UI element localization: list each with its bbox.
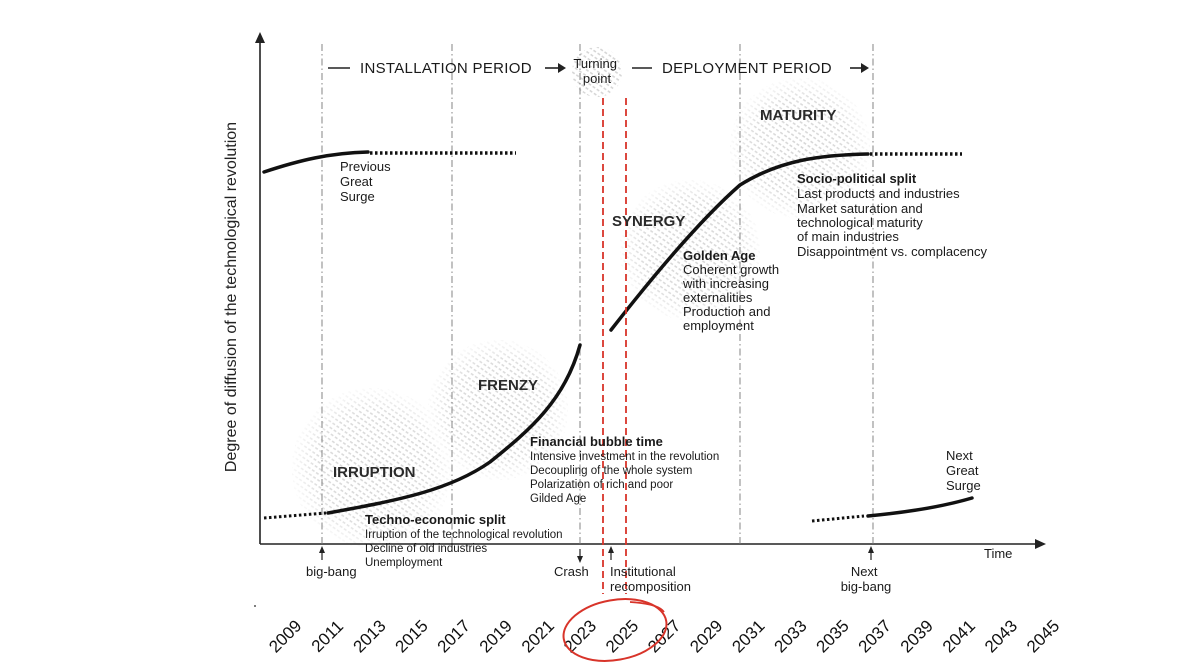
year-label: 2041 — [939, 616, 979, 656]
year-label: 2031 — [728, 616, 768, 656]
next-surge-curve — [866, 496, 974, 518]
irruption-dotted — [263, 511, 327, 520]
svg-text:Last products and industries: Last products and industries — [797, 186, 960, 201]
year-label: 2037 — [855, 616, 895, 656]
big-bang-label: big-bang — [306, 564, 357, 579]
irruption-label: IRRUPTION — [333, 464, 416, 481]
year-label: 2035 — [813, 616, 853, 656]
year-label: 2027 — [644, 616, 684, 656]
y-axis-arrow — [255, 32, 265, 43]
previous-surge-label: Previous Great Surge — [340, 159, 394, 204]
svg-text:Golden Age: Golden Age — [683, 248, 755, 263]
svg-text:Coherent growth: Coherent growth — [683, 262, 779, 277]
svg-text:Market saturation and: Market saturation and — [797, 201, 923, 216]
svg-text:technological maturity: technological maturity — [797, 215, 923, 230]
installation-period-label: INSTALLATION PERIOD — [360, 60, 532, 77]
svg-text:Techno-economic split: Techno-economic split — [365, 512, 506, 527]
svg-text:Gilded Age: Gilded Age — [530, 493, 586, 505]
deployment-period-label: DEPLOYMENT PERIOD — [662, 60, 832, 77]
year-label: 2045 — [1023, 616, 1063, 656]
year-label: 2043 — [981, 616, 1021, 656]
maturity-label: MATURITY — [760, 107, 836, 124]
financial-bubble-block: Financial bubble time Intensive investme… — [530, 434, 719, 505]
axes — [259, 38, 1040, 545]
highlight-circle — [562, 598, 668, 662]
year-label: 2011 — [308, 617, 347, 656]
svg-text:Unemployment: Unemployment — [365, 557, 443, 569]
stray-dot — [254, 605, 256, 607]
socio-political-split-block: Socio-political split Last products and … — [797, 171, 988, 259]
next-surge-label: Next Great Surge — [946, 448, 982, 493]
year-label: 2033 — [770, 616, 810, 656]
svg-text:externalities: externalities — [683, 290, 753, 305]
svg-text:Disappointment vs. complacency: Disappointment vs. complacency — [797, 244, 988, 259]
techno-economic-split-block: Techno-economic split Irruption of the t… — [365, 512, 563, 569]
previous-surge-curve — [262, 150, 370, 174]
svg-text:Production and: Production and — [683, 304, 770, 319]
year-axis-labels: 2009 2011 2013 2015 2017 2019 2021 2023 2025 2027… — [265, 616, 1063, 656]
highlight-lines — [602, 98, 627, 594]
year-label: 2013 — [349, 616, 389, 656]
institutional-recomposition-label: Institutional recomposition — [610, 564, 691, 594]
svg-text:of main industries: of main industries — [797, 229, 899, 244]
crash-label: Crash — [554, 564, 589, 579]
year-label: 2019 — [476, 616, 516, 656]
year-label: 2025 — [602, 616, 642, 656]
next-surge-dotted — [811, 514, 865, 523]
golden-age-block: Golden Age Coherent growth with increasi… — [682, 248, 779, 333]
y-axis-label: Degree of diffusion of the technological… — [223, 122, 240, 472]
timeline-markers: big-bang Crash Institutional recompositi… — [306, 546, 891, 594]
x-axis-label: Time — [984, 546, 1012, 561]
frenzy-label: FRENZY — [478, 377, 538, 394]
year-label: 2015 — [392, 616, 432, 656]
year-label: 2039 — [897, 616, 937, 656]
svg-text:with increasing: with increasing — [682, 276, 769, 291]
year-label: 2021 — [518, 616, 558, 656]
year-label: 2029 — [686, 616, 726, 656]
next-big-bang-label: Next big-bang — [841, 564, 892, 594]
x-axis-arrow — [1035, 539, 1046, 549]
year-label: 2017 — [434, 616, 474, 656]
svg-text:employment: employment — [683, 318, 754, 333]
svg-text:Polarization of rich and poor: Polarization of rich and poor — [530, 479, 673, 491]
turning-point-blob — [572, 47, 622, 97]
deployment-curve — [609, 152, 870, 332]
turning-point-label: Turning point — [573, 56, 620, 86]
synergy-label: SYNERGY — [612, 213, 685, 230]
year-label: 2009 — [265, 616, 305, 656]
svg-text:Irruption of the technological: Irruption of the technological revolutio… — [365, 529, 563, 541]
svg-text:Decline of old industries: Decline of old industries — [365, 543, 487, 555]
installation-curve — [326, 343, 582, 515]
period-header: INSTALLATION PERIOD Turning point DEPLOY… — [328, 56, 869, 86]
svg-text:Financial bubble time: Financial bubble time — [530, 434, 663, 449]
svg-text:Intensive investment in the re: Intensive investment in the revolution — [530, 451, 719, 463]
period-dividers — [321, 44, 874, 544]
highlight-circle-tail — [629, 601, 665, 613]
svg-text:Decoupling of the whole system: Decoupling of the whole system — [530, 465, 692, 477]
phase-blobs — [292, 47, 870, 548]
svg-text:Socio-political split: Socio-political split — [797, 171, 917, 186]
year-label: 2023 — [560, 616, 600, 656]
diffusion-curves — [262, 150, 974, 523]
